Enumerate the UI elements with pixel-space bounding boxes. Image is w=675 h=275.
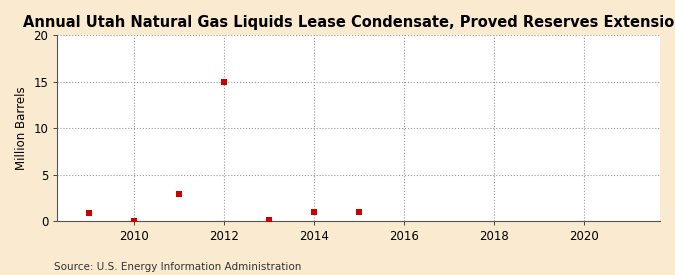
Point (263, 218, 274, 222)
Point (173, 191, 184, 196)
Point (128, 219, 139, 223)
Title: Annual Utah Natural Gas Liquids Lease Condensate, Proved Reserves Extensions: Annual Utah Natural Gas Liquids Lease Co… (24, 15, 675, 30)
Text: Source: U.S. Energy Information Administration: Source: U.S. Energy Information Administ… (54, 262, 301, 272)
Point (84, 211, 95, 215)
Point (219, 80, 230, 84)
Point (353, 210, 364, 214)
Point (308, 210, 319, 214)
Y-axis label: Million Barrels: Million Barrels (15, 87, 28, 170)
